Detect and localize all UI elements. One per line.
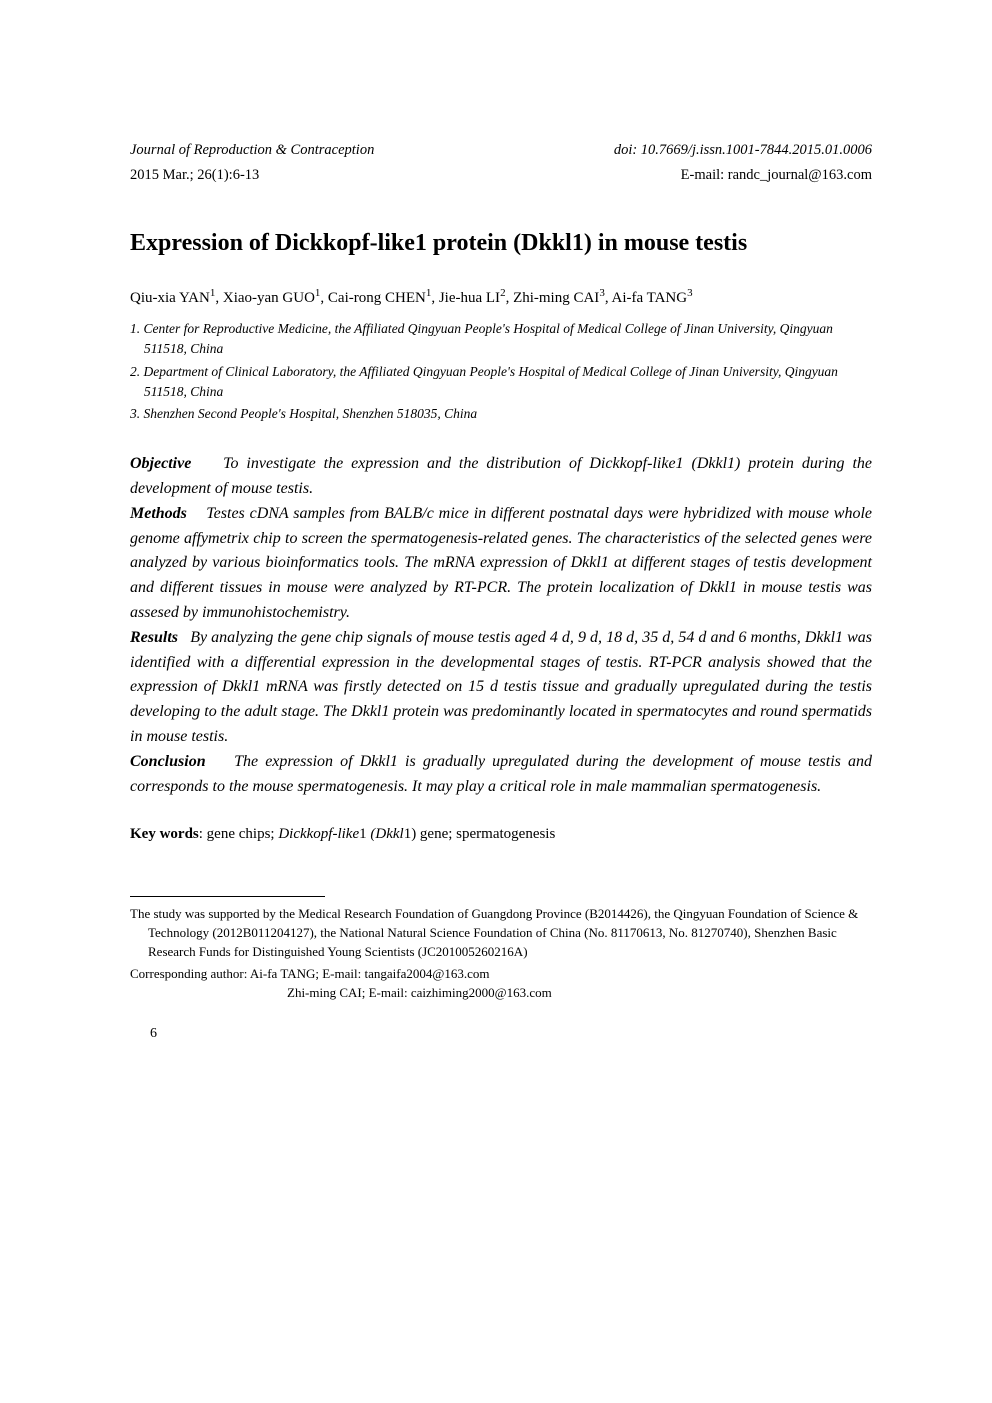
objective-text: To investigate the expression and the di… xyxy=(130,455,872,497)
keyword-2-italic: Dickkopf-like xyxy=(278,826,359,842)
methods-label: Methods xyxy=(130,505,187,522)
author-2-sup: 1 xyxy=(315,287,321,299)
journal-email: E-mail: randc_journal@163.com xyxy=(681,165,872,187)
author-4: Jie-hua LI xyxy=(439,290,500,306)
author-2: Xiao-yan GUO xyxy=(223,290,315,306)
keyword-2-plain: 1 xyxy=(359,826,367,842)
keywords-label: Key words xyxy=(130,826,199,842)
keywords: Key words: gene chips; Dickkopf-like1 (D… xyxy=(130,823,872,846)
affiliation-1: 1. Center for Reproductive Medicine, the… xyxy=(130,319,872,360)
footnotes: The study was supported by the Medical R… xyxy=(130,905,872,1003)
funding-footnote: The study was supported by the Medical R… xyxy=(130,905,872,962)
author-6-sup: 3 xyxy=(687,287,693,299)
corresponding-author-1: Corresponding author: Ai-fa TANG; E-mail… xyxy=(130,965,872,984)
page-number: 6 xyxy=(130,1023,872,1044)
keyword-3-plain: 1) gene; xyxy=(404,826,453,842)
journal-header-row-1: Journal of Reproduction & Contraception … xyxy=(130,140,872,162)
keyword-3-italic: (Dkkl xyxy=(370,826,403,842)
author-5: Zhi-ming CAI xyxy=(513,290,599,306)
conclusion-label: Conclusion xyxy=(130,753,206,770)
author-1-sup: 1 xyxy=(210,287,216,299)
objective-label: Objective xyxy=(130,455,191,472)
methods-text: Testes cDNA samples from BALB/c mice in … xyxy=(130,505,872,621)
author-3-sup: 1 xyxy=(426,287,432,299)
conclusion-text: The expression of Dkkl1 is gradually upr… xyxy=(130,753,872,795)
affiliation-2: 2. Department of Clinical Laboratory, th… xyxy=(130,362,872,403)
doi: doi: 10.7669/j.issn.1001-7844.2015.01.00… xyxy=(614,140,872,162)
journal-issue: 2015 Mar.; 26(1):6-13 xyxy=(130,165,259,187)
author-5-sup: 3 xyxy=(599,287,605,299)
journal-header-row-2: 2015 Mar.; 26(1):6-13 E-mail: randc_jour… xyxy=(130,165,872,187)
journal-name: Journal of Reproduction & Contraception xyxy=(130,140,374,162)
corresponding-author-2: Zhi-ming CAI; E-mail: caizhiming2000@163… xyxy=(130,984,872,1003)
author-6: Ai-fa TANG xyxy=(612,290,688,306)
affiliation-3: 3. Shenzhen Second People's Hospital, Sh… xyxy=(130,404,872,424)
results-text: By analyzing the gene chip signals of mo… xyxy=(130,629,872,745)
author-list: Qiu-xia YAN1, Xiao-yan GUO1, Cai-rong CH… xyxy=(130,285,872,310)
author-3: Cai-rong CHEN xyxy=(328,290,426,306)
keyword-1: gene chips; xyxy=(207,826,275,842)
affiliations: 1. Center for Reproductive Medicine, the… xyxy=(130,319,872,424)
footnote-divider xyxy=(130,896,325,897)
author-1: Qiu-xia YAN xyxy=(130,290,210,306)
article-title: Expression of Dickkopf-like1 protein (Dk… xyxy=(130,225,872,261)
abstract: Objective To investigate the expression … xyxy=(130,452,872,799)
keyword-4: spermatogenesis xyxy=(456,826,555,842)
author-4-sup: 2 xyxy=(500,287,506,299)
results-label: Results xyxy=(130,629,178,646)
